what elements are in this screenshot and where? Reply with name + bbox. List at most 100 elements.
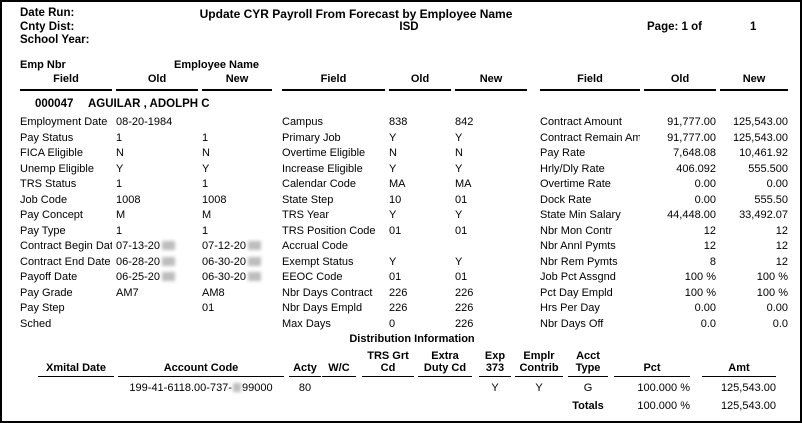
field-new-value: 12 — [775, 240, 788, 252]
field-row: FICA Eligible N N — [20, 146, 272, 162]
field-new-value: MA — [455, 178, 472, 190]
field-new-value: 01 — [455, 224, 468, 237]
field-old-value: Y — [116, 162, 124, 175]
field-old-value: 10 — [389, 193, 402, 206]
field-group-right: Field Old New Contract Amount 91,777.00 … — [540, 73, 788, 332]
field-label: TRS Year — [282, 209, 330, 221]
field-row: Job Pct Assgnd 100 % 100 % — [540, 270, 788, 286]
field-label: Payoff Date — [20, 271, 78, 283]
field-row: Dock Rate 0.00 555.50 — [540, 193, 788, 209]
field-label: Pct Day Empld — [540, 286, 613, 299]
field-label: Pay Rate — [540, 147, 586, 159]
field-label: Hrs Per Day — [540, 302, 600, 314]
field-row: Nbr Mon Contr 12 12 — [540, 224, 788, 240]
account-code-value: 199-41-6118.00-737- 99000 — [129, 382, 273, 394]
wc-header: W/C — [322, 348, 356, 377]
field-row: Calendar Code MA MA — [282, 177, 527, 193]
field-old-value: 12 — [703, 240, 716, 252]
field-row: Contract Begin Date 07-13-20 07-12-20 — [20, 239, 272, 255]
field-label: Nbr Days Empld — [282, 302, 363, 314]
field-row: TRS Position Code 01 01 — [282, 224, 527, 240]
report-title: Update CYR Payroll From Forecast by Empl… — [199, 7, 513, 21]
field-row: Pay Grade AM7 AM8 — [20, 286, 272, 302]
exp-373-value: Y — [491, 382, 499, 394]
field-new-value — [202, 317, 272, 333]
new-column-header: New — [455, 73, 527, 91]
field-row: Max Days 0 226 — [282, 317, 527, 333]
field-label: Accrual Code — [282, 240, 349, 252]
field-row: State Min Salary 44,448.00 33,492.07 — [540, 208, 788, 224]
old-column-header: Old — [116, 73, 198, 91]
page-total: 1 — [750, 21, 757, 33]
cnty-dist-label: Cnty Dist: — [20, 20, 75, 33]
employee-name: AGUILAR , ADOLPH C — [88, 98, 210, 110]
field-label: Unemp Eligible — [20, 162, 94, 175]
redacted-text — [248, 272, 262, 281]
field-new-value: AM8 — [202, 286, 225, 299]
field-old-value: 226 — [389, 302, 408, 314]
trs-grt-cd-header: TRS Grt Cd — [362, 348, 414, 377]
field-old-value: 0.0 — [700, 317, 716, 330]
field-label: Overtime Eligible — [282, 147, 366, 159]
field-old-value: AM7 — [116, 286, 139, 299]
field-row: Contract Remain Amt 91,777.00 125,543.00 — [540, 131, 788, 147]
field-row: Overtime Rate 0.00 0.00 — [540, 177, 788, 193]
field-label: Contract Begin Date — [20, 240, 112, 252]
field-old-value: 100 % — [684, 271, 716, 283]
field-new-value: 0.00 — [766, 178, 788, 190]
account-code-header: Account Code — [118, 348, 284, 377]
field-label: Calendar Code — [282, 178, 356, 190]
redacted-text — [162, 241, 176, 250]
old-column-header: Old — [644, 73, 716, 91]
emplr-contrib-header: Emplr Contrib — [515, 348, 563, 377]
field-old-value: 01 — [389, 224, 402, 237]
field-new-value: 06-30-20 — [202, 270, 272, 286]
field-old-value: 06-28-20 — [116, 255, 198, 271]
redacted-text — [248, 241, 262, 250]
field-label: Nbr Days Contract — [282, 286, 373, 299]
field-label: Job Code — [20, 193, 68, 206]
field-new-value: 1 — [202, 178, 209, 190]
field-new-value — [202, 115, 272, 131]
field-old-value: 44,448.00 — [667, 209, 716, 221]
amt-header: Amt — [702, 348, 776, 377]
field-old-value: 91,777.00 — [667, 131, 716, 144]
field-row: TRS Status 1 1 — [20, 177, 272, 193]
school-year-label: School Year: — [20, 34, 90, 46]
field-label: Job Pct Assgnd — [540, 271, 616, 283]
field-row: Pct Day Empld 100 % 100 % — [540, 286, 788, 302]
field-label: Nbr Mon Contr — [540, 224, 613, 237]
field-row: Nbr Days Contract 226 226 — [282, 286, 527, 302]
field-row: EEOC Code 01 01 — [282, 270, 527, 286]
field-label: TRS Position Code — [282, 224, 376, 237]
field-row: Payoff Date 06-25-20 06-30-20 — [20, 270, 272, 286]
field-old-value: 06-25-20 — [116, 270, 198, 286]
field-old-value: 08-20-1984 — [116, 116, 173, 128]
field-new-value: 100 % — [756, 271, 788, 283]
redacted-text — [248, 256, 262, 266]
field-new-value: 1008 — [202, 193, 227, 206]
field-old-value: 0.00 — [694, 302, 716, 314]
field-old-value: Y — [389, 255, 397, 268]
district-name: ISD — [399, 21, 419, 33]
field-old-value: 0 — [389, 317, 396, 330]
field-label: Sched — [20, 317, 52, 330]
date-run-label: Date Run: — [20, 7, 75, 19]
field-old-value: MA — [389, 178, 406, 190]
field-label: Pay Type — [20, 224, 66, 237]
field-row: Primary Job Y Y — [282, 131, 527, 147]
field-new-value: Y — [202, 162, 210, 175]
field-new-value: 12 — [775, 224, 788, 237]
field-new-value: 226 — [455, 286, 474, 299]
field-new-value: 06-30-20 — [202, 255, 272, 271]
field-new-value: 842 — [455, 116, 474, 128]
pct-header: Pct — [614, 348, 690, 377]
acct-type-header: Acct Type — [568, 348, 608, 377]
field-label: Pay Status — [20, 131, 74, 144]
field-label: State Min Salary — [540, 209, 621, 221]
field-new-value: 226 — [455, 302, 474, 314]
field-row: Overtime Eligible N N — [282, 146, 527, 162]
field-column-header: Field — [540, 73, 640, 91]
field-row: Pay Step 01 — [20, 301, 272, 317]
